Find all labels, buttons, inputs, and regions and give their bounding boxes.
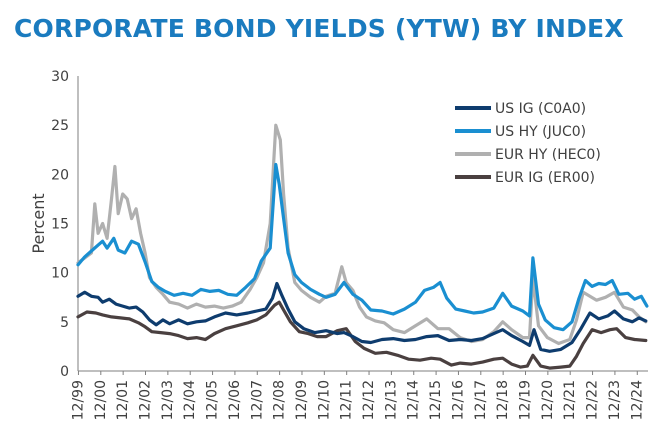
legend-label: EUR IG (ER00) [495,170,595,186]
x-tick-label: 12/09 [294,380,310,420]
y-axis-label: Percent [29,193,48,253]
x-tick-label: 12/11 [339,380,355,420]
x-tick-label: 12/24 [629,380,645,420]
x-tick-label: 12/20 [540,380,556,420]
y-tick-label: 5 [60,315,69,331]
x-tick-label: 12/12 [361,380,377,420]
x-tick-label: 12/03 [160,380,176,420]
x-tick-label: 12/17 [473,380,489,420]
x-tick-label: 12/08 [272,380,288,420]
x-tick-label: 12/02 [138,380,154,420]
y-tick-label: 30 [51,69,69,85]
x-tick-label: 12/18 [495,380,511,420]
y-tick-label: 25 [51,118,69,134]
x-tick-label: 12/19 [518,380,534,420]
legend-label: US IG (C0A0) [495,101,586,117]
legend-label: US HY (JUC0) [495,124,586,140]
series-line-0 [76,281,648,353]
y-tick-label: 0 [60,364,69,380]
x-tick-label: 12/16 [450,380,466,420]
legend-label: EUR HY (HEC0) [495,147,601,163]
x-tick-label: 12/22 [585,380,601,420]
y-tick-label: 10 [51,266,69,282]
x-tick-label: 12/21 [562,380,578,420]
x-tick-label: 12/05 [205,380,221,420]
x-tick-label: 12/10 [316,380,332,420]
chart-title: CORPORATE BOND YIELDS (YTW) BY INDEX [14,14,624,43]
x-tick-label: 12/15 [428,380,444,420]
x-tick-label: 12/13 [383,380,399,420]
series-line-2 [76,123,648,346]
series-line-1 [76,162,649,332]
x-tick-label: 12/07 [249,380,265,420]
x-tick-label: 12/23 [607,380,623,420]
x-tick-label: 12/00 [93,380,109,420]
x-tick-label: 12/06 [227,380,243,420]
y-tick-label: 20 [51,167,69,183]
x-tick-label: 12/14 [406,380,422,420]
x-tick-label: 12/01 [115,380,131,420]
y-tick-label: 15 [51,217,69,233]
x-tick-label: 12/04 [182,380,198,420]
x-tick-label: 12/99 [70,380,86,420]
